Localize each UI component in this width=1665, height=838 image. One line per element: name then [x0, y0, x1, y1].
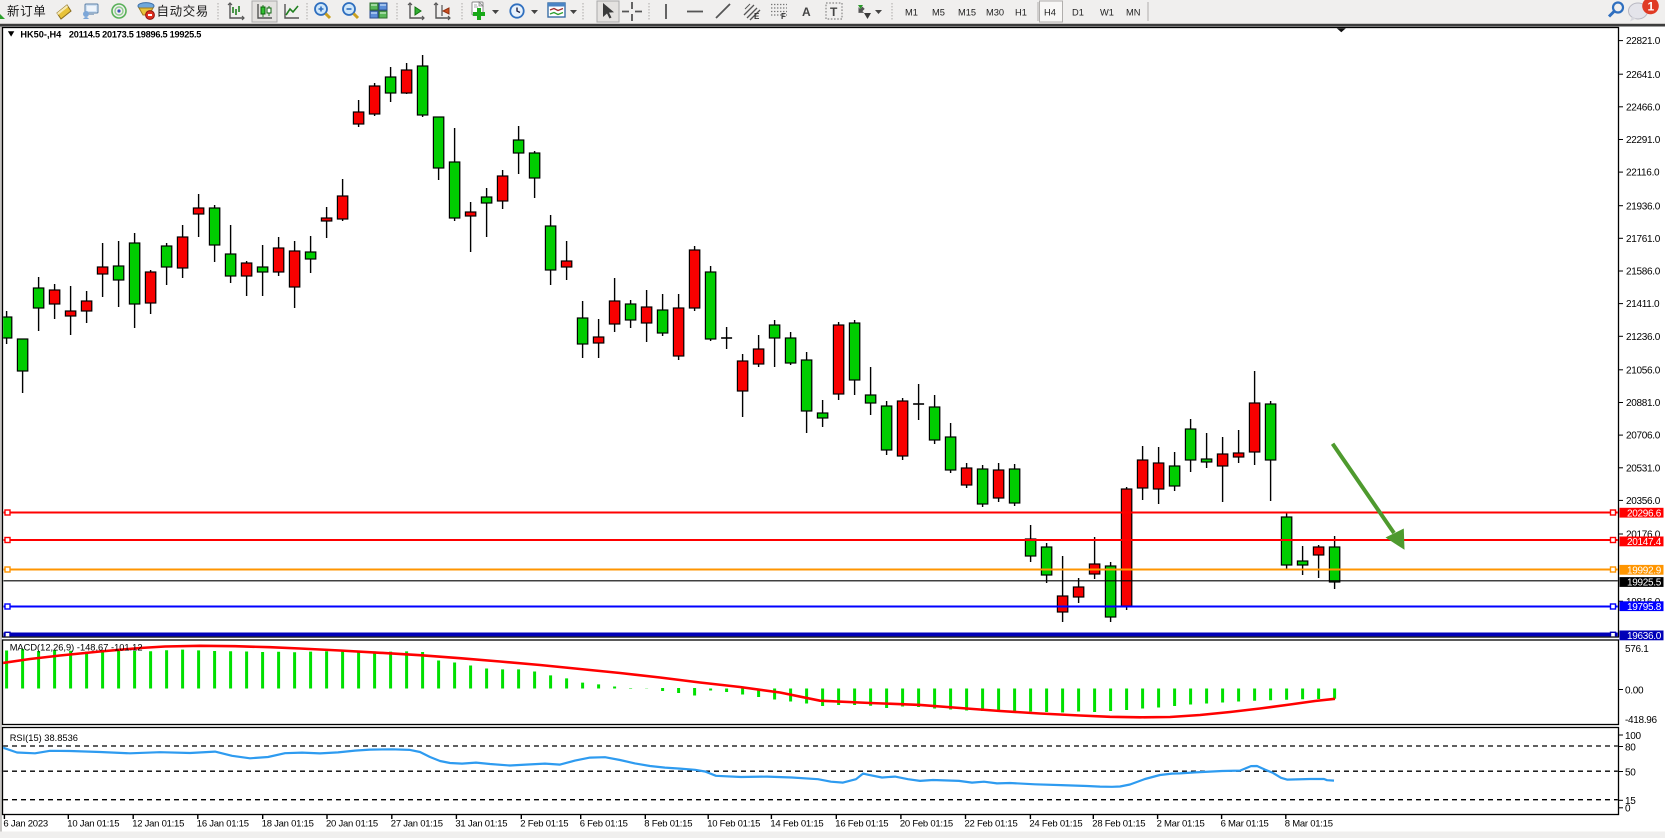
svg-text:16 Feb 01:15: 16 Feb 01:15 — [835, 819, 888, 830]
svg-text:10 Feb 01:15: 10 Feb 01:15 — [707, 819, 760, 830]
svg-text:22291.0: 22291.0 — [1626, 135, 1661, 146]
svg-text:M5: M5 — [932, 8, 945, 18]
svg-text:19925.5: 19925.5 — [1627, 578, 1662, 589]
svg-text:20114.5 20173.5 19896.5 19925.: 20114.5 20173.5 19896.5 19925.5 — [69, 30, 201, 40]
svg-text:20881.0: 20881.0 — [1626, 398, 1661, 409]
svg-text:8 Mar 01:15: 8 Mar 01:15 — [1285, 819, 1333, 830]
svg-text:H1: H1 — [1015, 8, 1027, 18]
svg-text:19992.9: 19992.9 — [1627, 566, 1662, 577]
svg-text:RSI(15) 38.8536: RSI(15) 38.8536 — [10, 733, 78, 743]
svg-text:6 Mar 01:15: 6 Mar 01:15 — [1221, 819, 1269, 830]
svg-text:8 Feb 01:15: 8 Feb 01:15 — [644, 819, 692, 830]
svg-text:22116.0: 22116.0 — [1626, 168, 1660, 179]
svg-text:16 Jan 01:15: 16 Jan 01:15 — [197, 819, 249, 830]
svg-text:M15: M15 — [958, 8, 976, 18]
svg-text:14 Feb 01:15: 14 Feb 01:15 — [770, 819, 823, 830]
svg-text:100: 100 — [1625, 731, 1642, 742]
svg-text:0.00: 0.00 — [1625, 685, 1644, 696]
svg-text:18 Jan 01:15: 18 Jan 01:15 — [262, 819, 314, 830]
svg-text:新订单: 新订单 — [7, 4, 46, 19]
svg-text:20531.0: 20531.0 — [1626, 463, 1661, 474]
svg-text:2 Feb 01:15: 2 Feb 01:15 — [520, 819, 568, 830]
svg-text:6 Feb 01:15: 6 Feb 01:15 — [580, 819, 628, 830]
svg-text:T: T — [830, 5, 838, 19]
svg-text:20147.4: 20147.4 — [1627, 537, 1662, 548]
svg-text:20 Jan 01:15: 20 Jan 01:15 — [326, 819, 378, 830]
svg-text:28 Feb 01:15: 28 Feb 01:15 — [1092, 819, 1145, 830]
svg-text:576.1: 576.1 — [1625, 644, 1649, 655]
svg-text:0: 0 — [1625, 804, 1631, 815]
svg-text:20356.0: 20356.0 — [1626, 496, 1661, 507]
svg-text:19795.8: 19795.8 — [1627, 602, 1662, 613]
svg-text:15: 15 — [1625, 796, 1636, 807]
svg-text:MACD(12,26,9) -148.67 -101.12: MACD(12,26,9) -148.67 -101.12 — [10, 642, 143, 652]
svg-text:22641.0: 22641.0 — [1626, 70, 1661, 81]
svg-text:10 Jan 01:15: 10 Jan 01:15 — [67, 819, 119, 830]
svg-text:20 Feb 01:15: 20 Feb 01:15 — [900, 819, 953, 830]
svg-text:21236.0: 21236.0 — [1626, 332, 1661, 343]
svg-text:M30: M30 — [986, 8, 1004, 18]
svg-text:12 Jan 01:15: 12 Jan 01:15 — [132, 819, 184, 830]
svg-text:M1: M1 — [905, 8, 918, 18]
svg-text:D1: D1 — [1072, 8, 1084, 18]
svg-text:6 Jan 2023: 6 Jan 2023 — [3, 819, 48, 830]
svg-text:W1: W1 — [1100, 8, 1114, 18]
svg-text:24 Feb 01:15: 24 Feb 01:15 — [1029, 819, 1082, 830]
svg-text:A: A — [802, 5, 811, 19]
svg-text:21056.0: 21056.0 — [1626, 365, 1661, 376]
svg-text:50: 50 — [1625, 767, 1636, 778]
svg-text:21761.0: 21761.0 — [1626, 234, 1661, 245]
svg-text:80: 80 — [1625, 742, 1636, 753]
svg-text:27 Jan 01:15: 27 Jan 01:15 — [391, 819, 443, 830]
svg-text:F: F — [781, 12, 786, 21]
svg-text:MN: MN — [1126, 8, 1140, 18]
svg-text:22821.0: 22821.0 — [1626, 36, 1661, 47]
svg-text:21411.0: 21411.0 — [1626, 299, 1660, 310]
svg-text:20176.0: 20176.0 — [1626, 530, 1661, 541]
svg-text:21936.0: 21936.0 — [1626, 201, 1661, 212]
svg-text:1: 1 — [1648, 0, 1655, 14]
svg-text:H4: H4 — [1044, 8, 1056, 18]
svg-text:自动交易: 自动交易 — [157, 4, 209, 19]
svg-text:22 Feb 01:15: 22 Feb 01:15 — [965, 819, 1018, 830]
svg-text:-418.96: -418.96 — [1625, 715, 1658, 726]
svg-text:E: E — [754, 12, 760, 21]
svg-text:20296.6: 20296.6 — [1627, 508, 1662, 519]
svg-text:19636.0: 19636.0 — [1627, 631, 1662, 642]
svg-text:22466.0: 22466.0 — [1626, 102, 1661, 113]
svg-text:21586.0: 21586.0 — [1626, 267, 1661, 278]
svg-text:2 Mar 01:15: 2 Mar 01:15 — [1157, 819, 1205, 830]
svg-text:20706.0: 20706.0 — [1626, 431, 1661, 442]
svg-text:HK50-,H4: HK50-,H4 — [20, 30, 62, 40]
svg-text:31 Jan 01:15: 31 Jan 01:15 — [455, 819, 507, 830]
